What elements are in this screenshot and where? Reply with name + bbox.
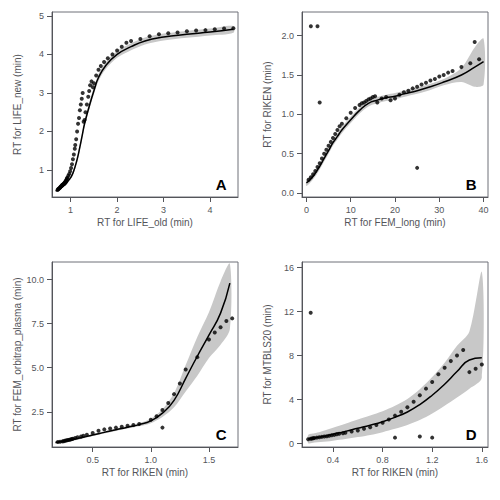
svg-text:0.5: 0.5 xyxy=(281,149,294,159)
svg-text:1.0: 1.0 xyxy=(145,455,158,465)
svg-text:1: 1 xyxy=(68,205,73,215)
svg-text:1.5: 1.5 xyxy=(203,455,216,465)
svg-text:2.0: 2.0 xyxy=(281,31,294,41)
svg-text:5: 5 xyxy=(39,11,44,21)
svg-text:0: 0 xyxy=(304,205,309,215)
svg-text:1.6: 1.6 xyxy=(476,455,489,465)
svg-text:5.0: 5.0 xyxy=(31,363,44,373)
svg-text:RT for MTBLS20 (min): RT for MTBLS20 (min) xyxy=(262,304,273,404)
svg-text:10.0: 10.0 xyxy=(26,275,44,285)
svg-text:0.0: 0.0 xyxy=(281,188,294,198)
svg-text:C: C xyxy=(216,426,227,443)
svg-text:1.0: 1.0 xyxy=(281,109,294,119)
svg-text:20: 20 xyxy=(390,205,400,215)
svg-text:1.5: 1.5 xyxy=(281,70,294,80)
svg-text:2.5: 2.5 xyxy=(31,407,44,417)
svg-text:4: 4 xyxy=(208,205,213,215)
svg-text:0.5: 0.5 xyxy=(86,455,99,465)
svg-text:RT for LIFE_old (min): RT for LIFE_old (min) xyxy=(97,217,193,228)
svg-text:RT for LIFE_new (min): RT for LIFE_new (min) xyxy=(12,54,23,155)
svg-text:D: D xyxy=(466,426,477,443)
svg-text:RT for RIKEN (min): RT for RIKEN (min) xyxy=(262,61,273,147)
svg-text:16: 16 xyxy=(284,263,294,273)
svg-text:1: 1 xyxy=(39,165,44,175)
svg-text:30: 30 xyxy=(434,205,444,215)
svg-text:40: 40 xyxy=(479,205,489,215)
svg-text:A: A xyxy=(216,176,227,193)
svg-text:10: 10 xyxy=(346,205,356,215)
svg-text:4: 4 xyxy=(39,49,44,59)
svg-text:0.4: 0.4 xyxy=(327,455,340,465)
svg-text:2: 2 xyxy=(115,205,120,215)
svg-text:4: 4 xyxy=(289,395,294,405)
svg-text:RT for FEM_orbitrap_plasma (mi: RT for FEM_orbitrap_plasma (min) xyxy=(12,277,23,431)
svg-text:1.2: 1.2 xyxy=(426,455,439,465)
svg-text:3: 3 xyxy=(161,205,166,215)
svg-text:0: 0 xyxy=(289,439,294,449)
svg-text:2: 2 xyxy=(39,126,44,136)
svg-text:8: 8 xyxy=(289,351,294,361)
svg-text:RT for RIKEN (min): RT for RIKEN (min) xyxy=(352,467,438,478)
svg-text:3: 3 xyxy=(39,88,44,98)
svg-text:B: B xyxy=(466,176,477,193)
svg-text:0.8: 0.8 xyxy=(376,455,389,465)
svg-text:RT for FEM_long (min): RT for FEM_long (min) xyxy=(344,217,445,228)
svg-text:7.5: 7.5 xyxy=(31,319,44,329)
svg-text:RT for RIKEN (min): RT for RIKEN (min) xyxy=(102,467,188,478)
svg-text:12: 12 xyxy=(284,307,294,317)
